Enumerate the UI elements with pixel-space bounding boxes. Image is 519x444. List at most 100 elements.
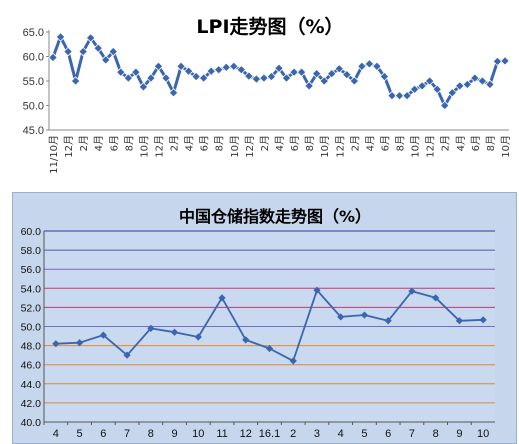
warehouse-y-tick-label: 48.0 [21, 341, 42, 353]
lpi-chart-title: LPI走势图（%） [196, 15, 343, 38]
lpi-x-tick-label: 8月 [395, 135, 407, 151]
lpi-data-point [304, 81, 314, 91]
lpi-data-point [100, 55, 111, 65]
lpi-x-tick-label: 2月 [259, 135, 271, 151]
lpi-x-tick-label: 8月 [214, 135, 226, 151]
warehouse-data-point [52, 340, 60, 348]
lpi-data-point [311, 68, 322, 79]
warehouse-x-tick-label: 8 [148, 428, 154, 440]
warehouse-x-tick-label: 10 [192, 428, 204, 440]
lpi-data-point [492, 56, 503, 67]
lpi-x-tick-label: 10月 [138, 135, 150, 158]
lpi-data-point [334, 63, 345, 74]
warehouse-y-tick-label: 60.0 [21, 226, 42, 238]
lpi-data-point [326, 68, 337, 79]
warehouse-x-tick-label: 7 [409, 428, 415, 440]
lpi-data-point [198, 73, 209, 83]
warehouse-x-tick-label: 11 [216, 428, 227, 440]
lpi-data-point [70, 76, 81, 86]
lpi-data-point [379, 71, 390, 82]
lpi-x-tick-label: 12月 [244, 135, 256, 158]
warehouse-data-point [479, 316, 487, 324]
lpi-data-point [462, 79, 473, 90]
lpi-data-point [364, 59, 375, 69]
lpi-chart-panel: LPI走势图（%） 45.0 50.0 55.0 60.0 65.0 11/10月 12月… [12, 0, 517, 183]
lpi-x-tick-label: 2月 [440, 135, 452, 151]
lpi-data-point [63, 46, 73, 57]
lpi-x-tick-label: 4月 [364, 135, 376, 151]
lpi-data-point [191, 71, 201, 82]
lpi-x-tick-label: 4月 [184, 135, 196, 151]
lpi-chart: LPI走势图（%） 45.050.055.060.065.0 11/10月 12月… [23, 15, 512, 174]
warehouse-chart-panel: 中国仓储指数走势图（%） 40.0 42.0 44.0 46.0 48.0 50.0 52.… [12, 192, 517, 444]
warehouse-x-tick-label: 3 [314, 428, 320, 440]
lpi-data-point [78, 46, 88, 57]
lpi-x-tick-label: 6月 [199, 135, 211, 151]
warehouse-y-tick-label: 52.0 [21, 302, 42, 314]
lpi-data-point [116, 67, 126, 77]
lpi-data-point [48, 52, 58, 63]
lpi-data-point [439, 100, 450, 111]
lpi-data-point [161, 73, 171, 83]
lpi-data-point [244, 71, 254, 81]
lpi-x-tick-label: 4月 [455, 135, 467, 151]
lpi-data-point [229, 61, 239, 72]
lpi-data-point [213, 64, 224, 75]
lpi-x-tick-label: 12月 [63, 135, 75, 158]
warehouse-x-tick-label: 12 [240, 428, 252, 440]
warehouse-y-tick-label: 58.0 [21, 245, 42, 257]
warehouse-x-tick-label: 5 [77, 428, 83, 440]
warehouse-data-point [289, 357, 297, 365]
lpi-data-point [168, 87, 179, 98]
lpi-data-point [424, 76, 435, 86]
lpi-data-point [409, 84, 420, 95]
warehouse-chart: 中国仓储指数走势图（%） 40.0 42.0 44.0 46.0 48.0 50.0 52.… [21, 207, 495, 440]
lpi-data-point [342, 69, 352, 80]
lpi-data-point [123, 73, 134, 83]
lpi-data-point [108, 46, 119, 57]
lpi-data-point [281, 73, 292, 83]
lpi-x-tick-label: 10月 [229, 135, 241, 158]
lpi-data-point [432, 84, 442, 95]
lpi-data-point [402, 90, 412, 101]
lpi-x-tick-label: 6月 [379, 135, 391, 151]
warehouse-y-tick-label: 42.0 [21, 398, 42, 410]
warehouse-x-tick-label: 6 [100, 428, 106, 440]
lpi-data-point [447, 87, 458, 98]
lpi-x-tick-label: 10月 [319, 135, 331, 158]
lpi-data-point [477, 76, 488, 86]
lpi-y-tick-label: 60.0 [23, 52, 44, 64]
lpi-data-point [146, 73, 156, 83]
lpi-data-point [251, 74, 262, 84]
lpi-data-point [153, 61, 164, 72]
warehouse-data-point [455, 317, 463, 325]
warehouse-x-tick-label: 7 [124, 428, 130, 440]
lpi-y-tick-label: 50.0 [23, 101, 44, 113]
lpi-x-tick-label: 8月 [485, 135, 497, 151]
warehouse-x-tick-label: 5 [361, 428, 367, 440]
lpi-x-tick-label: 8月 [304, 135, 316, 151]
lpi-data-point [394, 90, 405, 101]
warehouse-y-tick-label: 40.0 [21, 417, 42, 429]
warehouse-y-tick-label: 44.0 [21, 379, 42, 391]
lpi-data-point [387, 90, 397, 101]
lpi-x-tick-label: 2月 [349, 135, 361, 151]
warehouse-chart-title: 中国仓储指数走势图（%） [179, 207, 371, 226]
lpi-x-tick-label: 10月 [410, 135, 422, 158]
lpi-data-point [221, 62, 232, 73]
lpi-data-point [289, 67, 299, 77]
lpi-x-tick-label: 6月 [289, 135, 301, 151]
warehouse-x-tick-label: 16.1 [259, 428, 280, 440]
lpi-data-point [236, 64, 247, 75]
warehouse-x-tick-label: 4 [338, 428, 344, 440]
lpi-data-point [138, 82, 149, 92]
warehouse-x-tick-label: 9 [456, 428, 462, 440]
lpi-x-tick-label: 2月 [169, 135, 181, 151]
warehouse-data-point [408, 287, 416, 295]
lpi-data-point [349, 76, 360, 86]
lpi-data-point [470, 73, 480, 83]
lpi-x-tick-label: 12月 [425, 135, 437, 158]
lpi-data-point [274, 63, 284, 74]
lpi-data-point [319, 76, 329, 86]
lpi-x-tick-label: 6月 [470, 135, 482, 151]
